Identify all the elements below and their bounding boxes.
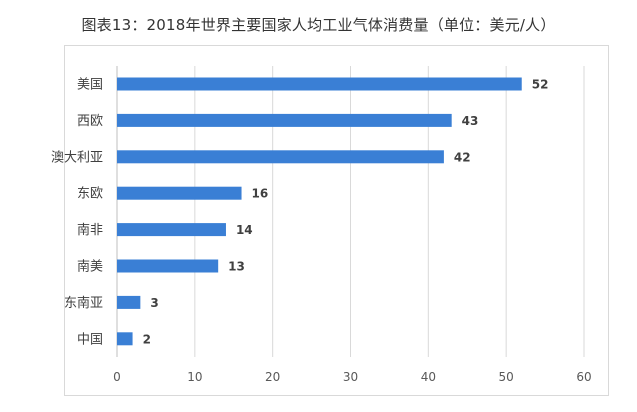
x-tick-label: 30 <box>343 370 358 384</box>
category-label: 澳大利亚 <box>51 149 103 165</box>
data-label: 13 <box>228 260 245 274</box>
x-tick-label: 60 <box>576 370 591 384</box>
category-label: 南美 <box>77 259 103 275</box>
data-label: 3 <box>150 296 158 310</box>
chart-frame <box>64 45 609 396</box>
category-label: 东欧 <box>77 187 103 202</box>
x-tick-label: 40 <box>421 370 436 384</box>
category-label: 西欧 <box>77 114 103 129</box>
data-label: 42 <box>454 150 471 164</box>
category-label: 美国 <box>77 78 103 93</box>
x-tick-label: 50 <box>499 370 514 384</box>
bar <box>117 332 133 346</box>
bar <box>117 259 219 273</box>
data-label: 16 <box>252 187 269 201</box>
bar <box>117 113 452 127</box>
bar <box>117 223 226 237</box>
category-label: 中国 <box>77 332 103 347</box>
x-tick-label: 10 <box>187 370 202 384</box>
data-label: 52 <box>532 78 549 92</box>
bar <box>117 295 141 309</box>
data-label: 14 <box>236 223 253 237</box>
bar <box>117 186 242 200</box>
data-label: 43 <box>462 114 479 128</box>
data-label: 2 <box>143 332 151 346</box>
chart-title: 图表13：2018年世界主要国家人均工业气体消费量（单位：美元/人） <box>81 16 556 34</box>
x-tick-label: 0 <box>113 370 121 384</box>
bar <box>117 77 522 91</box>
category-label: 东南亚 <box>64 295 103 311</box>
bar <box>117 150 444 164</box>
category-label: 南非 <box>77 222 103 238</box>
x-tick-label: 20 <box>265 370 280 384</box>
